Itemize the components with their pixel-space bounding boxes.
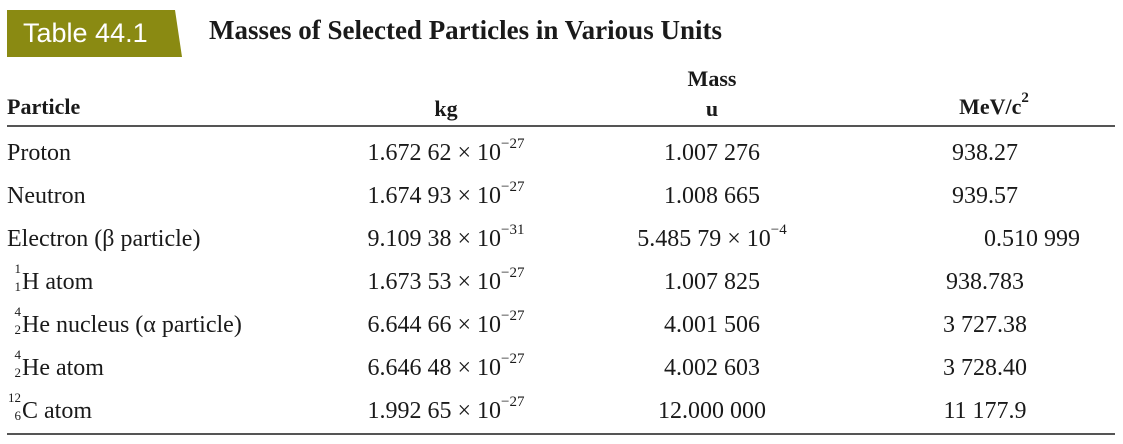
mass-u-cell: 1.008 665 — [664, 183, 760, 210]
mass-number: 1 — [14, 261, 22, 276]
mass-u-mantissa: 1.007 276 — [664, 140, 760, 166]
mass-kg-exponent: −27 — [501, 179, 525, 195]
particle-cell: 4 2 He nucleus (α particle) — [7, 304, 242, 339]
mass-mev-cell: 11 177.9 — [943, 398, 1027, 424]
mass-kg-mantissa: 6.644 66 × 10 — [367, 312, 502, 338]
mass-kg-cell: 1.992 65 × 10−27 — [367, 395, 524, 425]
mass-u-mantissa: 4.001 506 — [664, 312, 760, 338]
particle-name: C atom — [22, 398, 92, 424]
mass-kg-cell: 6.646 48 × 10−27 — [367, 352, 524, 382]
mass-kg-mantissa: 6.646 48 × 10 — [367, 355, 502, 381]
particle-cell: 12 6 C atom — [7, 390, 92, 425]
mass-kg-exponent: −27 — [501, 265, 525, 281]
header-mass-group: Mass — [687, 66, 737, 91]
mass-kg-exponent: −27 — [501, 136, 525, 152]
mass-number: 4 — [14, 347, 22, 362]
mass-u-mantissa: 4.002 603 — [664, 355, 760, 381]
header-rule — [7, 125, 1115, 127]
table-label: Table 44.1 — [7, 10, 182, 57]
mass-u-exponent: −4 — [770, 222, 787, 238]
particle-name: Electron (β particle) — [7, 226, 201, 252]
particle-name: Proton — [7, 140, 72, 166]
mass-u-mantissa: 1.008 665 — [664, 183, 760, 209]
mass-kg-mantissa: 1.992 65 × 10 — [367, 398, 502, 424]
mass-kg-cell: 6.644 66 × 10−27 — [367, 309, 524, 339]
mass-u-cell: 4.001 506 — [664, 312, 760, 339]
mass-u-cell: 5.485 79 × 10−4 — [637, 223, 787, 253]
mass-kg-cell: 9.109 38 × 10−31 — [367, 223, 524, 253]
mass-mev-cell: 938.783 — [946, 269, 1024, 295]
mass-u-cell: 12.000 000 — [658, 398, 766, 425]
particle-cell: Neutron — [7, 183, 86, 210]
bottom-rule — [7, 433, 1115, 435]
particle-cell: 4 2 He atom — [7, 347, 104, 382]
atomic-number: 1 — [14, 279, 22, 294]
mass-number: 12 — [8, 390, 21, 405]
header-u: u — [705, 96, 719, 121]
mass-kg-mantissa: 1.673 53 × 10 — [367, 269, 502, 295]
particle-cell: Electron (β particle) — [7, 226, 200, 253]
mass-u-cell: 1.007 276 — [664, 140, 760, 167]
mass-kg-exponent: −27 — [501, 351, 525, 367]
particle-cell: Proton — [7, 140, 71, 167]
atomic-number: 2 — [14, 322, 22, 337]
atomic-number: 6 — [14, 408, 22, 423]
header-kg: kg — [434, 96, 458, 121]
atomic-number: 2 — [14, 365, 22, 380]
particle-name: H atom — [22, 269, 94, 295]
mass-kg-exponent: −27 — [501, 308, 525, 324]
mass-u-mantissa: 12.000 000 — [658, 398, 766, 424]
nuclide-notation: 12 6 — [7, 390, 21, 423]
header-particle: Particle — [7, 94, 81, 119]
mass-kg-cell: 1.673 53 × 10−27 — [367, 266, 524, 296]
mass-kg-mantissa: 1.674 93 × 10 — [367, 183, 502, 209]
mass-u-cell: 4.002 603 — [664, 355, 760, 382]
mass-kg-exponent: −31 — [501, 222, 525, 238]
particle-name: He atom — [22, 355, 104, 381]
header-mev-unit: MeV/c — [959, 94, 1022, 119]
mass-number: 4 — [14, 304, 22, 319]
mass-mev-cell: 939.57 — [952, 183, 1018, 209]
mass-mev-cell: 0.510 999 — [984, 226, 1080, 252]
mass-kg-exponent: −27 — [501, 394, 525, 410]
mass-mev-cell: 3 728.40 — [943, 355, 1027, 381]
mass-mev-cell: 938.27 — [952, 140, 1018, 166]
header-mev: MeV/c2 — [959, 91, 1029, 120]
mass-kg-mantissa: 9.109 38 × 10 — [367, 226, 502, 252]
header-mev-exponent: 2 — [1021, 90, 1029, 106]
mass-kg-cell: 1.674 93 × 10−27 — [367, 180, 524, 210]
mass-kg-cell: 1.672 62 × 10−27 — [367, 137, 524, 167]
mass-u-mantissa: 5.485 79 × 10 — [637, 226, 771, 252]
table-title: Masses of Selected Particles in Various … — [209, 15, 722, 45]
particle-name: Neutron — [7, 183, 86, 209]
particle-name: He nucleus (α particle) — [22, 312, 242, 338]
mass-kg-mantissa: 1.672 62 × 10 — [367, 140, 502, 166]
mass-mev-cell: 3 727.38 — [943, 312, 1027, 338]
mass-u-cell: 1.007 825 — [664, 269, 760, 296]
mass-u-mantissa: 1.007 825 — [664, 269, 760, 295]
